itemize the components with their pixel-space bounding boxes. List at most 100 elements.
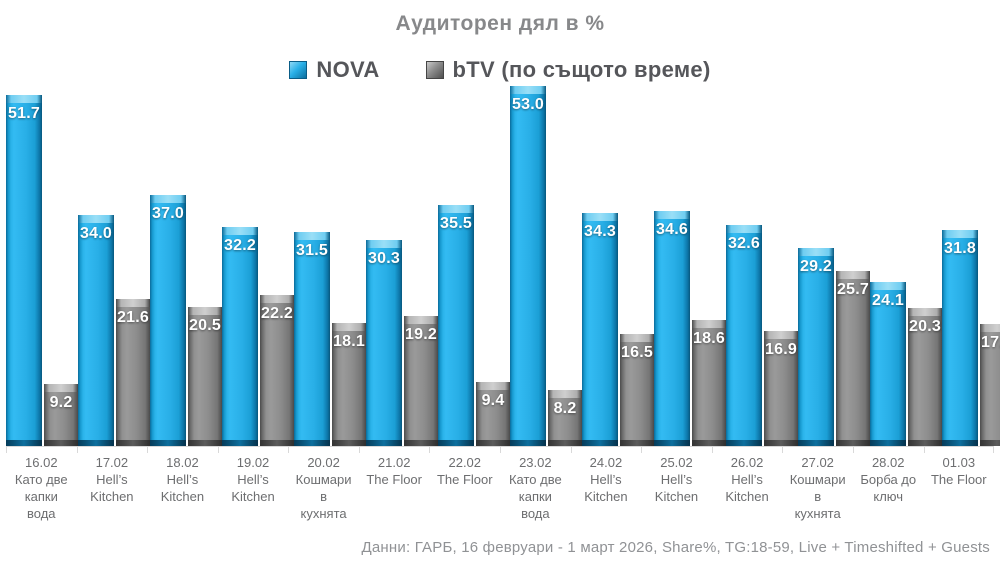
bar-top-bevel [366, 240, 402, 248]
bar-bottom-bevel [116, 440, 150, 446]
bar-bottom-bevel [582, 440, 618, 446]
nova-bar-20.02: 31.5 [294, 232, 330, 446]
x-label-18.02: 18.02 Hell’s Kitchen [147, 447, 218, 525]
bar-bottom-bevel [404, 440, 438, 446]
bar-value-label: 9.2 [49, 394, 73, 411]
nova-swatch-icon [289, 61, 308, 79]
bar-bottom-bevel [548, 440, 582, 446]
btv-bar-23.02: 8.2 [548, 390, 582, 446]
btv-bar-19.02: 22.2 [260, 295, 294, 446]
bar-bottom-bevel [942, 440, 978, 446]
bar-top-bevel [692, 320, 726, 328]
bar-bottom-bevel [188, 440, 222, 446]
bar-value-label: 30.3 [368, 250, 400, 267]
bar-value-label: 32.6 [728, 235, 760, 252]
bar-group-18.02: 37.0 20.5 [150, 195, 222, 446]
bar-bottom-bevel [836, 440, 870, 446]
bar-value-label: 24.1 [872, 292, 904, 309]
bar-value-label: 51.7 [8, 105, 40, 122]
bar-top-bevel [438, 205, 474, 213]
bar-top-bevel [222, 227, 258, 235]
bar-bottom-bevel [44, 440, 78, 446]
x-label-20.02: 20.02 Кошмари в кухнята [288, 447, 359, 525]
btv-bar-18.02: 20.5 [188, 307, 222, 446]
bar-value-label: 17.9 [981, 334, 1000, 351]
bar-bottom-bevel [726, 440, 762, 446]
x-label-27.02: 27.02 Кошмари в кухнята [782, 447, 853, 525]
btv-bar-01.03: 17.9 [980, 324, 1000, 446]
btv-bar-25.02: 18.6 [692, 320, 726, 446]
bar-value-label: 29.2 [800, 258, 832, 275]
nova-bar-23.02: 53.0 [510, 86, 546, 446]
source-note: Данни: ГАРБ, 16 февруари - 1 март 2026, … [361, 539, 990, 556]
bar-value-label: 34.6 [656, 221, 688, 238]
bar-value-label: 18.1 [333, 333, 365, 350]
bar-top-bevel [332, 323, 366, 331]
nova-bar-26.02: 32.6 [726, 225, 762, 446]
bar-bottom-bevel [366, 440, 402, 446]
bar-top-bevel [870, 282, 906, 290]
bar-top-bevel [908, 308, 942, 316]
bar-value-label: 37.0 [152, 205, 184, 222]
bar-value-label: 16.9 [765, 341, 797, 358]
nova-bar-18.02: 37.0 [150, 195, 186, 446]
bar-top-bevel [188, 307, 222, 315]
x-label-17.02: 17.02 Hell’s Kitchen [76, 447, 148, 525]
bar-group-28.02: 24.1 20.3 [870, 282, 942, 446]
legend-item-btv: bTV (по същото време) [425, 57, 711, 83]
bar-group-01.03: 31.8 17.9 [942, 230, 1000, 446]
bar-bottom-bevel [620, 440, 654, 446]
bar-bottom-bevel [332, 440, 366, 446]
btv-bar-21.02: 19.2 [404, 316, 438, 446]
bar-top-bevel [798, 248, 834, 256]
bar-bottom-bevel [294, 440, 330, 446]
bar-top-bevel [116, 299, 150, 307]
nova-bar-19.02: 32.2 [222, 227, 258, 446]
legend-label-nova: NOVA [316, 57, 380, 82]
nova-bar-16.02: 51.7 [6, 95, 42, 446]
bar-value-label: 22.2 [261, 305, 293, 322]
bar-top-bevel [726, 225, 762, 233]
bar-top-bevel [6, 95, 42, 103]
bar-top-bevel [942, 230, 978, 238]
bar-group-24.02: 34.3 16.5 [582, 213, 654, 446]
x-label-24.02: 24.02 Hell’s Kitchen [570, 447, 642, 525]
nova-bar-22.02: 35.5 [438, 205, 474, 446]
bar-top-bevel [548, 390, 582, 398]
bar-bottom-bevel [260, 440, 294, 446]
bar-bottom-bevel [6, 440, 42, 446]
btv-bar-20.02: 18.1 [332, 323, 366, 446]
bar-value-label: 21.6 [117, 309, 149, 326]
bar-value-label: 20.3 [909, 318, 941, 335]
bar-top-bevel [476, 382, 510, 390]
bar-top-bevel [582, 213, 618, 221]
nova-bar-27.02: 29.2 [798, 248, 834, 446]
bar-bottom-bevel [222, 440, 258, 446]
legend-item-nova: NOVA [289, 57, 379, 83]
bar-group-26.02: 32.6 16.9 [726, 225, 798, 446]
btv-swatch-icon [425, 61, 444, 79]
bar-bottom-bevel [764, 440, 798, 446]
bar-top-bevel [510, 86, 546, 94]
nova-bar-01.03: 31.8 [942, 230, 978, 446]
bar-bottom-bevel [908, 440, 942, 446]
bar-bottom-bevel [438, 440, 474, 446]
nova-bar-17.02: 34.0 [78, 215, 114, 446]
bar-top-bevel [404, 316, 438, 324]
bar-value-label: 16.5 [621, 344, 653, 361]
bar-value-label: 53.0 [512, 96, 544, 113]
bar-bottom-bevel [798, 440, 834, 446]
bar-value-label: 8.2 [553, 400, 577, 417]
bar-top-bevel [836, 271, 870, 279]
nova-bar-25.02: 34.6 [654, 211, 690, 446]
bar-top-bevel [44, 384, 78, 392]
bar-group-25.02: 34.6 18.6 [654, 211, 726, 446]
x-label-23.02: 23.02 Като две капки вода [500, 447, 571, 525]
legend-label-btv: bTV (по същото време) [452, 57, 711, 82]
bar-value-label: 9.4 [481, 392, 505, 409]
bar-value-label: 34.3 [584, 223, 616, 240]
x-label-19.02: 19.02 Hell’s Kitchen [217, 447, 289, 525]
legend: NOVA bTV (по същото време) [0, 54, 1000, 86]
nova-bar-28.02: 24.1 [870, 282, 906, 446]
